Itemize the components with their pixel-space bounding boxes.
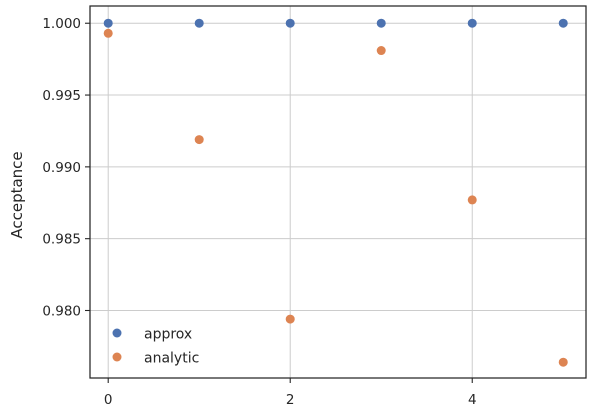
point-approx <box>467 18 477 28</box>
plot-background <box>90 6 586 378</box>
point-analytic <box>285 314 295 324</box>
point-analytic <box>376 46 386 56</box>
grid-lines <box>90 6 586 378</box>
x-tick-label: 2 <box>286 392 295 408</box>
y-tick-label: 0.990 <box>42 160 81 176</box>
x-tick-label: 0 <box>104 392 113 408</box>
point-approx <box>285 18 295 28</box>
point-approx <box>194 18 204 28</box>
legend-marker-approx <box>112 328 122 338</box>
y-axis-label: Acceptance <box>8 151 26 238</box>
point-analytic <box>194 135 204 145</box>
point-analytic <box>103 28 113 38</box>
y-tick-label: 0.980 <box>42 303 81 319</box>
data-points <box>103 18 568 367</box>
x-tick-label: 4 <box>468 392 477 408</box>
y-tick-label: 0.985 <box>42 232 81 248</box>
legend-label-analytic: analytic <box>144 351 199 367</box>
legend: approx analytic <box>112 327 199 367</box>
point-approx <box>376 18 386 28</box>
legend-marker-analytic <box>112 352 122 362</box>
point-analytic <box>467 195 477 205</box>
point-approx <box>103 18 113 28</box>
point-approx <box>558 18 568 28</box>
legend-label-approx: approx <box>144 327 192 343</box>
axis-ticks: 0 2 4 0.980 0.985 0.990 0.995 1.000 <box>42 16 476 408</box>
y-tick-label: 1.000 <box>42 16 81 32</box>
point-analytic <box>558 357 568 367</box>
plot-frame <box>89 5 587 379</box>
y-tick-label: 0.995 <box>42 88 81 104</box>
